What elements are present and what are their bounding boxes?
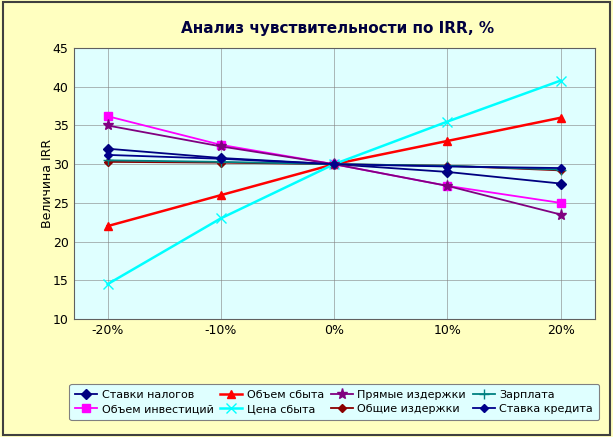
Зарплата [444, 163, 451, 168]
Прямые издержки [444, 183, 451, 188]
Line: Ставка кредита: Ставка кредита [105, 152, 563, 171]
Общие издержки [330, 162, 338, 167]
Объем инвестиций [444, 183, 451, 188]
Зарплата [217, 159, 224, 164]
Line: Объем сбыта: Объем сбыта [104, 114, 565, 230]
Цена сбыта [444, 119, 451, 124]
Ставки налогов [330, 162, 338, 167]
Цена сбыта [217, 216, 224, 221]
Объем инвестиций [217, 142, 224, 147]
Ставка кредита [557, 166, 565, 171]
Цена сбыта [330, 162, 338, 167]
Прямые издержки [217, 144, 224, 149]
Ставка кредита [217, 156, 224, 161]
Line: Прямые издержки: Прямые издержки [102, 120, 566, 220]
Объем сбыта [104, 223, 111, 229]
Общие издержки [557, 168, 565, 173]
Прямые издержки [330, 162, 338, 167]
Legend: Ставки налогов, Объем инвестиций, Объем сбыта, Цена сбыта, Прямые издержки, Общи: Ставки налогов, Объем инвестиций, Объем … [69, 384, 599, 420]
Line: Объем инвестиций: Объем инвестиций [104, 112, 565, 207]
Line: Зарплата: Зарплата [103, 156, 565, 174]
Объем сбыта [330, 162, 338, 167]
Text: Анализ чувствительности по IRR, %: Анализ чувствительности по IRR, % [181, 21, 493, 36]
Y-axis label: Величина IRR: Величина IRR [41, 139, 54, 228]
Зарплата [330, 162, 338, 167]
Ставки налогов [557, 181, 565, 186]
Цена сбыта [557, 78, 565, 83]
Цена сбыта [104, 281, 111, 287]
Ставки налогов [217, 156, 224, 161]
Общие издержки [444, 163, 451, 168]
Line: Ставки налогов: Ставки налогов [104, 145, 564, 187]
Ставки налогов [104, 146, 111, 151]
Прямые издержки [557, 212, 565, 217]
Прямые издержки [104, 123, 111, 128]
Объем сбыта [217, 193, 224, 198]
Объем инвестиций [330, 162, 338, 167]
Ставка кредита [330, 162, 338, 167]
Объем инвестиций [104, 114, 111, 119]
Объем сбыта [444, 139, 451, 144]
Ставки налогов [444, 169, 451, 174]
Ставка кредита [444, 164, 451, 169]
Общие издержки [217, 160, 224, 165]
Line: Общие издержки: Общие издержки [105, 159, 563, 173]
Общие издержки [104, 159, 111, 164]
Ставка кредита [104, 152, 111, 157]
Объем сбыта [557, 115, 565, 120]
Зарплата [557, 167, 565, 172]
Объем инвестиций [557, 200, 565, 205]
Line: Цена сбыта: Цена сбыта [103, 76, 565, 289]
Зарплата [104, 158, 111, 163]
